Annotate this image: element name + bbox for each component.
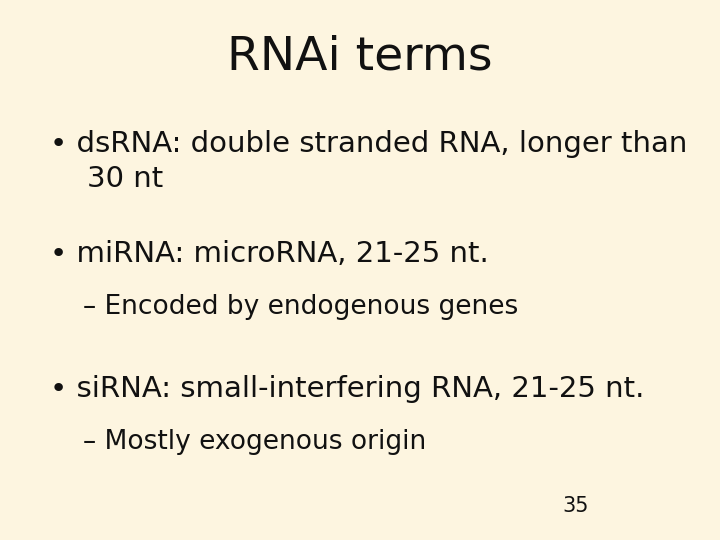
- Text: – Encoded by endogenous genes: – Encoded by endogenous genes: [83, 294, 518, 320]
- Text: 35: 35: [563, 496, 589, 516]
- Text: • dsRNA: double stranded RNA, longer than
    30 nt: • dsRNA: double stranded RNA, longer tha…: [50, 130, 688, 193]
- Text: • siRNA: small-interfering RNA, 21-25 nt.: • siRNA: small-interfering RNA, 21-25 nt…: [50, 375, 645, 403]
- Text: RNAi terms: RNAi terms: [228, 34, 492, 79]
- Text: – Mostly exogenous origin: – Mostly exogenous origin: [83, 429, 426, 455]
- Text: • miRNA: microRNA, 21-25 nt.: • miRNA: microRNA, 21-25 nt.: [50, 240, 489, 268]
